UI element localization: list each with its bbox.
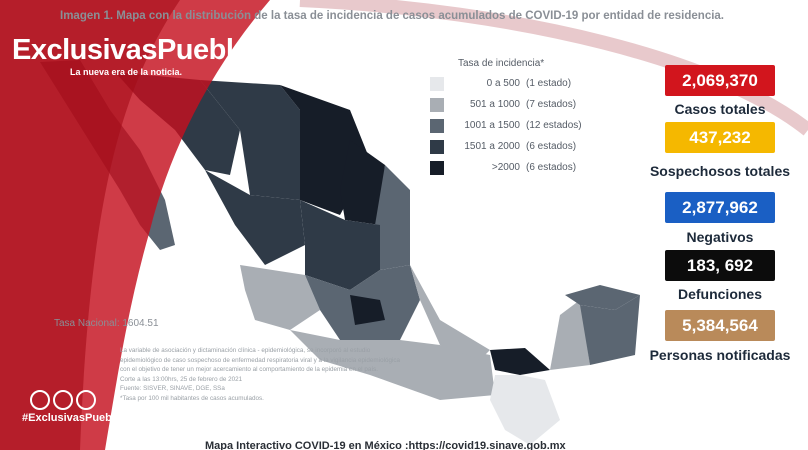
note-line: epidemiológico de caso sospechoso de enf… [120, 356, 401, 364]
legend-range: 1001 a 1500 [464, 120, 520, 131]
notes: La variable de asociación y dictaminació… [120, 346, 400, 403]
state-shape [550, 300, 590, 370]
legend-item: 1001 a 1500 (12 estados) [430, 115, 582, 136]
footer: Mapa Interactivo COVID-19 en México :htt… [205, 440, 566, 450]
stat-label: Personas notificadas [649, 347, 791, 363]
legend-item: 1501 a 2000 (6 estados) [430, 136, 582, 157]
brand-overlay [0, 0, 180, 450]
state-shape [290, 330, 495, 400]
stat-label: Casos totales [674, 101, 766, 117]
state-shape [200, 80, 300, 200]
instagram-icon[interactable] [76, 390, 96, 410]
legend-swatch [430, 118, 444, 133]
legend-swatch [430, 160, 444, 175]
state-shape [205, 170, 305, 265]
facebook-icon[interactable] [30, 390, 50, 410]
legend: Tasa de incidencia* 0 a 500 (1 estado) 501… [430, 58, 582, 178]
hashtag: #ExclusivasPuebla [22, 412, 122, 424]
stat-value: 437,232 [665, 122, 775, 153]
legend-range: 1501 a 2000 [464, 141, 520, 152]
legend-count: (1 estado) [526, 78, 572, 89]
state-shape [490, 375, 560, 445]
stat-label: Sospechosos totales [649, 163, 791, 179]
legend-title: Tasa de incidencia* [458, 58, 545, 69]
legend-swatch [430, 139, 444, 154]
stat-value: 2,877,962 [665, 192, 775, 223]
state-shape [580, 295, 640, 365]
legend-item: >2000 (6 estados) [430, 157, 582, 178]
note-line: con el objetivo de tener un mejor acerca… [120, 366, 378, 373]
brand: ExclusivasPuebla [12, 34, 250, 66]
state-shape [240, 265, 320, 330]
legend-swatch [430, 76, 444, 91]
state-shape [410, 265, 490, 360]
title: Imagen 1. Mapa con la distribución de la… [60, 10, 725, 22]
legend-count: (12 estados) [526, 120, 582, 131]
legend-swatch [430, 97, 444, 112]
tagline: La nueva era de la noticia. [70, 67, 183, 77]
note-line: Corte a las 13:00hrs, 25 de febrero de 2… [120, 375, 243, 383]
state-shape [565, 285, 640, 310]
legend-range: 501 a 1000 [469, 99, 520, 110]
stat-label: Negativos [686, 229, 754, 245]
legend-range: >2000 [491, 162, 520, 173]
state-shape [350, 295, 385, 325]
legend-count: (7 estados) [526, 99, 577, 110]
note-line: *Tasa por 100 mil habitantes de casos ac… [120, 394, 264, 402]
stat-value: 183, 692 [665, 250, 775, 281]
legend-range: 0 a 500 [486, 78, 520, 89]
legend-item: 501 a 1000 (7 estados) [430, 94, 582, 115]
legend-count: (6 estados) [526, 141, 577, 152]
stat-label: Defunciones [677, 286, 762, 302]
legend-count: (6 estados) [526, 162, 577, 173]
decor-arc [299, 0, 808, 136]
note-line: La variable de asociación y dictaminació… [120, 347, 371, 354]
note-line: Fuente: SISVER, SINAVE, DGE, SSa [120, 385, 225, 392]
stat-value: 2,069,370 [665, 65, 775, 96]
legend-item: 0 a 500 (1 estado) [430, 73, 582, 94]
national-rate: Tasa Nacional: 1604.51 [54, 318, 159, 329]
state-shape [340, 140, 385, 225]
state-shape [375, 165, 410, 270]
twitter-icon[interactable] [53, 390, 73, 410]
state-shape [300, 200, 380, 290]
state-shape [490, 348, 550, 375]
stat-value: 5,384,564 [665, 310, 775, 341]
